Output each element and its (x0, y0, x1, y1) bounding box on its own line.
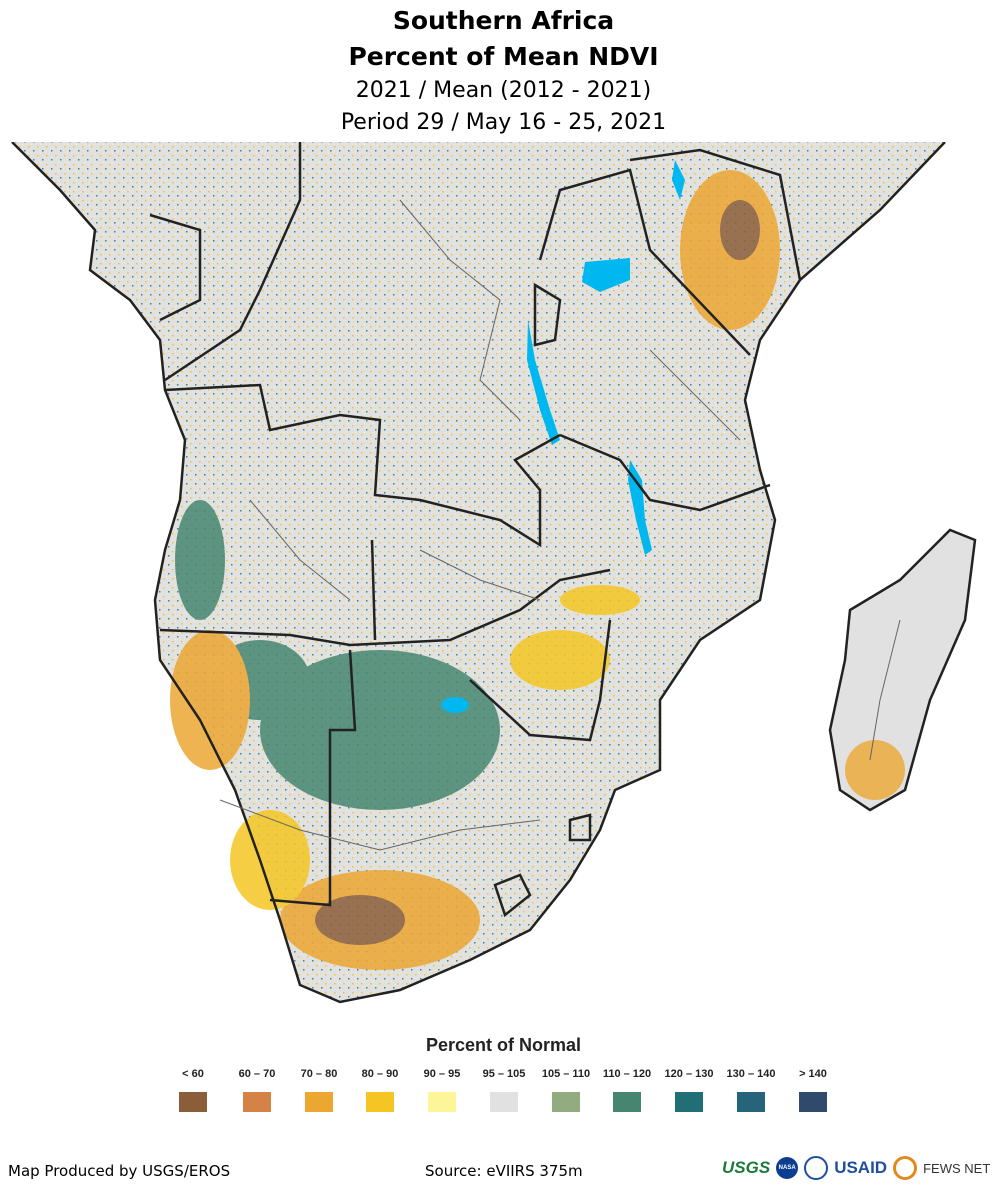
nasa-logo: NASA (776, 1157, 799, 1179)
data-source: Source: eVIIRS 375m (425, 1162, 583, 1180)
legend-label: 120 – 130 (664, 1068, 714, 1080)
legend-item: < 60 (163, 1068, 223, 1112)
usaid-seal-icon (804, 1156, 829, 1180)
map-title: Southern Africa (392, 6, 615, 35)
lakes (441, 160, 685, 713)
legend-swatch (675, 1092, 703, 1112)
map-period: Period 29 / May 16 - 25, 2021 (340, 110, 667, 135)
legend-item: > 140 (783, 1068, 843, 1112)
legend-label: 110 – 120 (602, 1068, 652, 1080)
legend-item: 70 – 80 (289, 1068, 349, 1112)
legend-item: 110 – 120 (597, 1068, 657, 1112)
fews-globe-icon (893, 1156, 918, 1180)
legend-item: 90 – 95 (412, 1068, 472, 1112)
legend-swatch (428, 1092, 456, 1112)
legend-label: 130 – 140 (726, 1068, 776, 1080)
fews-logo: FEWS NET (923, 1160, 991, 1176)
legend-label: 90 – 95 (423, 1068, 461, 1080)
legend-label: 70 – 80 (300, 1068, 338, 1080)
ndvi-map (11, 142, 977, 1004)
map-comparison: 2021 / Mean (2012 - 2021) (355, 78, 652, 103)
legend-swatch (243, 1092, 271, 1112)
legend-item: 120 – 130 (659, 1068, 719, 1112)
legend-swatch (552, 1092, 580, 1112)
legend-label: 80 – 90 (361, 1068, 399, 1080)
lake-malawi (628, 460, 652, 555)
map-subtitle: Percent of Mean NDVI (348, 42, 659, 71)
legend-label: > 140 (799, 1068, 827, 1080)
legend-label: 95 – 105 (482, 1068, 526, 1080)
legend-label: 60 – 70 (238, 1068, 276, 1080)
legend-swatch (613, 1092, 641, 1112)
legend-label: 105 – 110 (541, 1068, 591, 1080)
admin-borders (219, 199, 901, 851)
usaid-logo: USAID (834, 1158, 888, 1177)
legend-item: 105 – 110 (536, 1068, 596, 1112)
country-borders (11, 142, 946, 1004)
legend-item: 95 – 105 (474, 1068, 534, 1112)
legend-swatch (490, 1092, 518, 1112)
legend-swatch (799, 1092, 827, 1112)
lake-tanganyika (527, 320, 560, 445)
producer-credit: Map Produced by USGS/EROS (8, 1162, 231, 1180)
usgs-logo: USGS (722, 1158, 771, 1177)
legend-title: Percent of Normal (425, 1035, 582, 1055)
legend-swatch (305, 1092, 333, 1112)
legend-item: 80 – 90 (350, 1068, 410, 1112)
legend-swatch (366, 1092, 394, 1112)
legend-swatch (179, 1092, 207, 1112)
land-mainland (12, 142, 945, 1002)
legend-swatch (737, 1092, 765, 1112)
legend-label: < 60 (182, 1068, 204, 1080)
land-madagascar (828, 528, 977, 812)
lake-victoria (582, 258, 630, 292)
legend-item: 130 – 140 (721, 1068, 781, 1112)
legend-item: 60 – 70 (227, 1068, 287, 1112)
partner-logos: USGS NASA USAID FEWS NET (722, 1156, 990, 1180)
